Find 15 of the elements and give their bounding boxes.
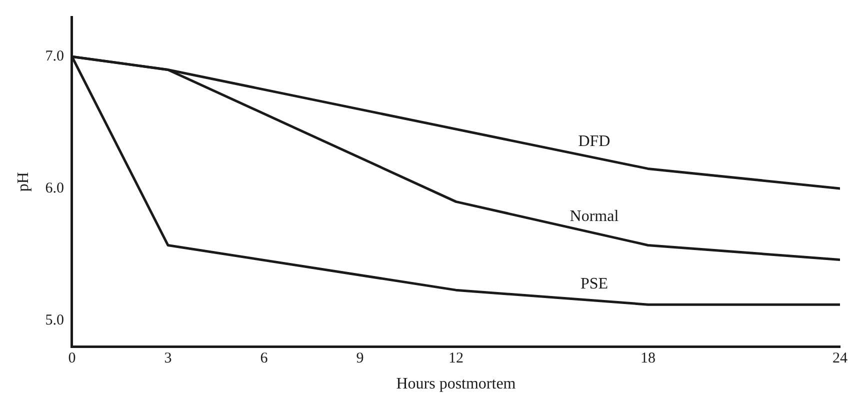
x-tick-label: 3	[164, 350, 172, 367]
series-label: PSE	[580, 276, 608, 293]
y-tick-label: 6.0	[45, 180, 64, 196]
x-tick-label: 0	[68, 350, 76, 367]
series-label: DFD	[578, 132, 610, 150]
x-tick-label: 24	[832, 350, 848, 367]
series-label: Normal	[570, 208, 620, 226]
x-tick-label: 6	[260, 350, 268, 367]
y-tick-label: 7.0	[45, 48, 64, 65]
y-tick-label: 5.0	[45, 312, 64, 328]
y-axis-title: pH	[14, 172, 32, 192]
x-tick-label: 12	[448, 350, 464, 367]
x-tick-label: 18	[640, 350, 656, 367]
x-tick-label: 9	[356, 350, 364, 367]
x-axis-title: Hours postmortem	[396, 376, 516, 393]
